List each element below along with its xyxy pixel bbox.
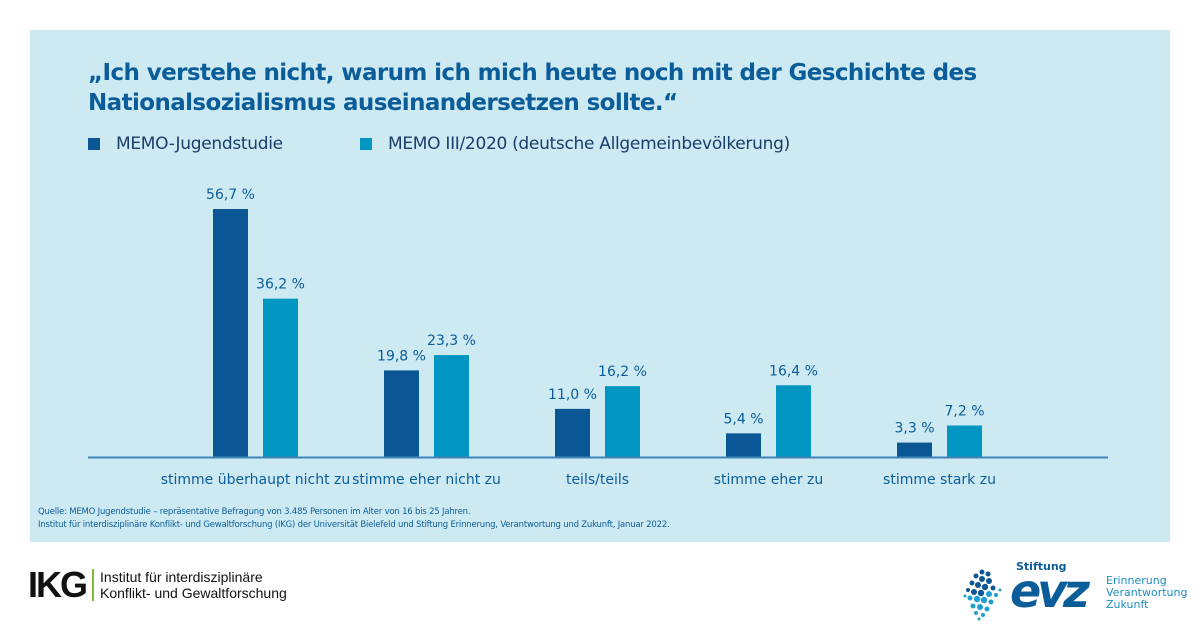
source-line-1: Quelle: MEMO Jugendstudie – repräsentati… (38, 507, 471, 517)
value-label-series-2-cat-1: 36,2 % (256, 277, 305, 293)
bar-series-2-cat-3 (605, 386, 640, 457)
bar-series-1-cat-3 (555, 408, 590, 457)
ikg-logo: IKG Institut für interdisziplinäre Konfl… (28, 567, 287, 603)
value-label-series-1-cat-1: 56,7 % (206, 187, 255, 203)
evz-logo-tagline: Erinnerung Verantwortung Zukunft (1106, 575, 1187, 611)
chart-title: „Ich verstehe nicht, warum ich mich heut… (88, 58, 1088, 118)
value-label-series-2-cat-5: 7,2 % (944, 404, 984, 420)
source-line-2: Institut für interdisziplinäre Konflikt-… (38, 520, 670, 530)
legend-swatch-series-2 (360, 138, 372, 150)
chart-title-line-2: Nationalsozialismus auseinandersetzen so… (88, 90, 678, 116)
legend-label-series-2: MEMO III/2020 (deutsche Allgemeinbevölke… (388, 134, 790, 154)
evz-tagline-line-2: Verantwortung (1106, 586, 1188, 599)
bar-series-1-cat-2 (384, 370, 419, 457)
evz-tagline-line-3: Zukunft (1106, 598, 1149, 611)
category-label-2: stimme eher nicht zu (352, 472, 501, 488)
category-label-3: teils/teils (566, 472, 629, 488)
value-label-series-2-cat-4: 16,4 % (769, 363, 818, 379)
ikg-logo-mark: IKG (28, 564, 88, 605)
bars-group (213, 209, 982, 457)
category-labels-group: stimme überhaupt nicht zu stimme eher nic… (161, 472, 996, 488)
evz-logo: Stiftung evz Erinnerung Verantwortung Zu… (960, 560, 1200, 622)
ikg-logo-line-2: Konflikt- und Gewaltforschung (100, 585, 287, 601)
bar-series-2-cat-1 (263, 298, 298, 457)
ikg-logo-line-1: Institut für interdisziplinäre (100, 569, 263, 585)
category-label-5: stimme stark zu (883, 472, 996, 488)
ikg-logo-divider (92, 569, 95, 601)
bar-series-1-cat-4 (726, 433, 761, 457)
value-label-series-2-cat-2: 23,3 % (427, 333, 476, 349)
category-label-4: stimme eher zu (714, 472, 824, 488)
value-labels-group: 56,7 % 36,2 % 19,8 %23,3 % 11,0 %16,2 % 5,4 … (206, 187, 984, 437)
evz-dots-icon (963, 569, 1002, 621)
evz-logo-mark: evz (1010, 564, 1090, 618)
value-label-series-1-cat-4: 5,4 % (723, 411, 763, 427)
source-note: Quelle: MEMO Jugendstudie – repräsentati… (38, 506, 670, 532)
bar-series-2-cat-4 (776, 385, 811, 457)
value-label-series-1-cat-5: 3,3 % (894, 421, 934, 437)
legend-label-series-1: MEMO-Jugendstudie (116, 134, 283, 154)
legend-item-memo-iii-2020: MEMO III/2020 (deutsche Allgemeinbevölke… (360, 134, 790, 154)
evz-logo-stiftung: Stiftung (1016, 560, 1067, 573)
bar-series-2-cat-2 (434, 355, 469, 457)
ikg-logo-text: Institut für interdisziplinäre Konflikt-… (100, 569, 287, 601)
bar-series-1-cat-5 (897, 442, 932, 457)
value-label-series-1-cat-3: 11,0 % (548, 387, 597, 403)
category-label-1: stimme überhaupt nicht zu (161, 472, 351, 488)
legend-swatch-series-1 (88, 138, 100, 150)
value-label-series-2-cat-3: 16,2 % (598, 364, 647, 380)
chart-title-line-1: „Ich verstehe nicht, warum ich mich heut… (88, 60, 977, 86)
value-label-series-1-cat-2: 19,8 % (377, 348, 426, 364)
bar-series-2-cat-5 (947, 425, 982, 457)
bar-series-1-cat-1 (213, 209, 248, 457)
legend-item-memo-jugendstudie: MEMO-Jugendstudie (88, 134, 283, 154)
evz-tagline-line-1: Erinnerung (1106, 574, 1167, 587)
